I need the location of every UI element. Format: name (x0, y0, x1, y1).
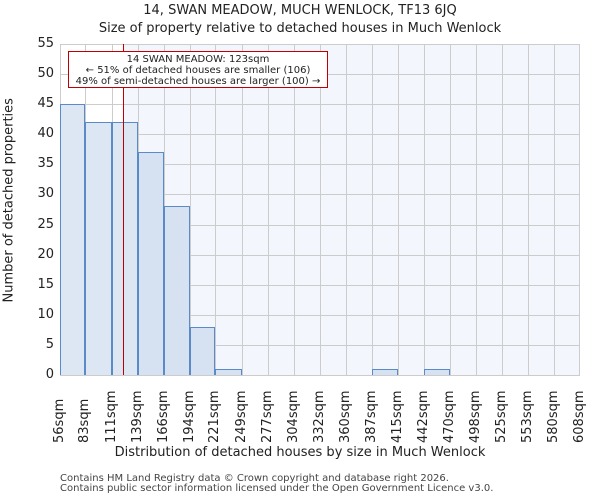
histogram-bar (85, 122, 112, 375)
gridline-horizontal (60, 375, 580, 376)
y-tick-label: 10 (37, 306, 54, 322)
chart-subtitle: Size of property relative to detached ho… (98, 21, 502, 36)
x-tick-label: 304sqm (285, 390, 301, 443)
footer-copyright: Contains HM Land Registry data © Crown c… (60, 473, 449, 484)
gridline-vertical (450, 44, 451, 375)
gridline-vertical (371, 44, 373, 375)
gridline-vertical (320, 44, 321, 375)
histogram-bar (138, 152, 164, 375)
x-tick-label: 221sqm (207, 390, 223, 443)
x-tick-label: 56sqm (52, 398, 67, 443)
gridline-vertical (579, 44, 580, 375)
plot-area (60, 44, 580, 376)
x-tick-label: 553sqm (520, 390, 536, 443)
gridline-vertical (190, 44, 191, 375)
y-tick-label: 55 (37, 36, 54, 51)
gridline-vertical (268, 44, 270, 375)
y-tick-label: 15 (37, 276, 54, 292)
x-tick-label: 442sqm (415, 390, 431, 443)
x-tick-label: 332sqm (312, 390, 327, 443)
x-tick-label: 360sqm (338, 390, 354, 443)
x-tick-label: 111sqm (103, 390, 119, 443)
x-tick-label: 387sqm (363, 390, 379, 443)
x-tick-label: 166sqm (155, 390, 171, 443)
y-tick-label: 30 (37, 186, 54, 202)
annotation-line-1: 14 SWAN MEADOW: 123sqm (126, 54, 270, 65)
gridline-vertical (501, 44, 503, 375)
x-tick-label: 415sqm (390, 390, 406, 443)
gridline-vertical (398, 44, 400, 375)
gridline-vertical (215, 44, 217, 375)
x-tick-label: 83sqm (77, 398, 93, 443)
y-tick-label: 20 (37, 246, 54, 262)
x-tick-label: 525sqm (493, 390, 509, 443)
y-tick-label: 0 (45, 367, 54, 382)
x-axis-label: Distribution of detached houses by size … (114, 445, 486, 460)
histogram-bar (215, 368, 242, 375)
x-tick-label: 194sqm (182, 390, 197, 443)
property-annotation: 14 SWAN MEADOW: 123sqm ← 51% of detached… (68, 51, 328, 88)
x-tick-label: 277sqm (260, 390, 276, 443)
histogram-bar (371, 368, 399, 375)
gridline-vertical (423, 44, 425, 375)
chart-title: 14, SWAN MEADOW, MUCH WENLOCK, TF13 6JQ (143, 3, 457, 18)
x-tick-label: 580sqm (545, 390, 561, 443)
annotation-line-3: 49% of semi-detached houses are larger (… (75, 76, 321, 87)
y-tick-label: 40 (37, 126, 54, 142)
gridline-vertical (476, 44, 478, 375)
y-tick-label: 35 (37, 156, 54, 172)
y-tick-label: 45 (37, 96, 54, 112)
gridline-vertical (293, 44, 295, 375)
x-tick-label: 470sqm (442, 390, 457, 443)
histogram-bar (111, 122, 139, 375)
property-marker-line (123, 44, 125, 375)
x-tick-label: 139sqm (130, 390, 146, 443)
histogram-bar (190, 326, 216, 375)
footer-licence: Contains public sector information licen… (60, 483, 494, 494)
x-tick-label: 249sqm (233, 390, 249, 443)
y-tick-label: 50 (37, 66, 54, 82)
histogram-bar (423, 368, 450, 375)
y-tick-label: 5 (45, 336, 54, 352)
gridline-vertical (528, 44, 530, 375)
x-tick-label: 608sqm (572, 390, 587, 443)
gridline-vertical (553, 44, 555, 375)
gridline-vertical (346, 44, 348, 375)
gridline-vertical (241, 44, 243, 375)
y-axis-label: Number of detached properties (1, 98, 17, 303)
annotation-line-2: ← 51% of detached houses are smaller (10… (85, 65, 311, 76)
histogram-bar (60, 104, 86, 375)
x-tick-label: 498sqm (468, 390, 484, 443)
y-tick-label: 25 (37, 216, 54, 232)
histogram-bar (163, 206, 190, 375)
